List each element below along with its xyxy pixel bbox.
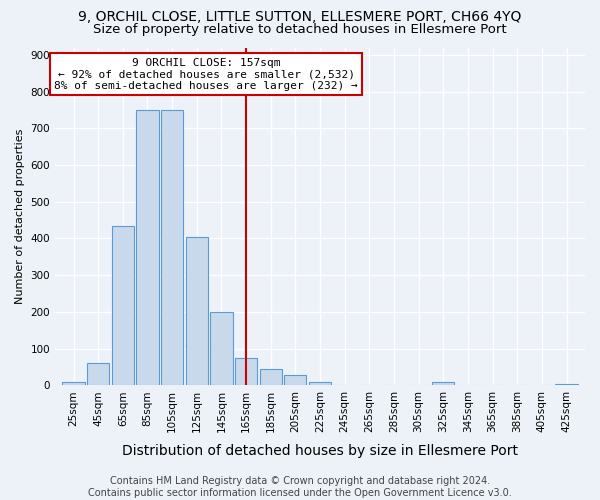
Bar <box>185 236 208 386</box>
Bar <box>87 364 109 386</box>
X-axis label: Distribution of detached houses by size in Ellesmere Port: Distribution of detached houses by size … <box>122 444 518 458</box>
Text: 9 ORCHIL CLOSE: 157sqm
← 92% of detached houses are smaller (2,532)
8% of semi-d: 9 ORCHIL CLOSE: 157sqm ← 92% of detached… <box>54 58 358 91</box>
Bar <box>284 375 307 386</box>
Bar <box>62 382 85 386</box>
Bar <box>161 110 183 386</box>
Bar <box>432 382 454 386</box>
Bar <box>556 384 578 386</box>
Bar <box>260 369 282 386</box>
Text: 9, ORCHIL CLOSE, LITTLE SUTTON, ELLESMERE PORT, CH66 4YQ: 9, ORCHIL CLOSE, LITTLE SUTTON, ELLESMER… <box>79 10 521 24</box>
Bar <box>112 226 134 386</box>
Text: Contains HM Land Registry data © Crown copyright and database right 2024.
Contai: Contains HM Land Registry data © Crown c… <box>88 476 512 498</box>
Bar <box>235 358 257 386</box>
Y-axis label: Number of detached properties: Number of detached properties <box>15 129 25 304</box>
Bar <box>211 312 233 386</box>
Text: Size of property relative to detached houses in Ellesmere Port: Size of property relative to detached ho… <box>93 22 507 36</box>
Bar <box>136 110 158 386</box>
Bar <box>309 382 331 386</box>
